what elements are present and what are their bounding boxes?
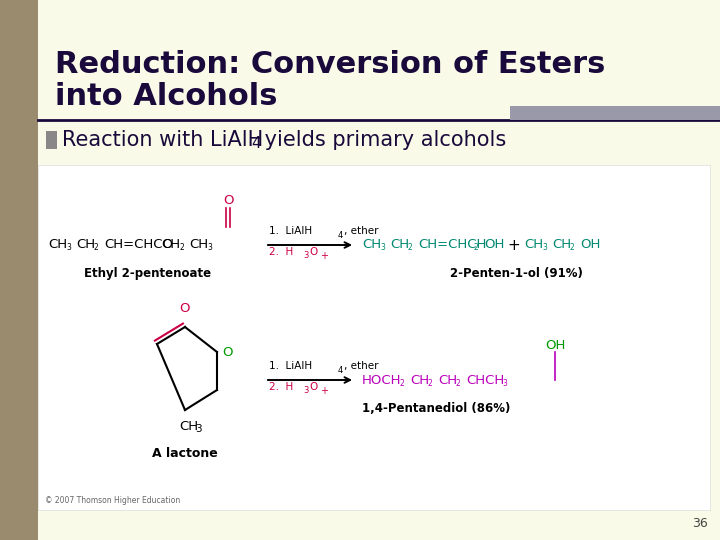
Text: CH: CH	[161, 239, 180, 252]
Text: 4: 4	[338, 366, 343, 375]
Text: O: O	[224, 194, 234, 207]
Text: 3: 3	[542, 244, 547, 253]
Text: 3: 3	[502, 379, 507, 388]
Text: 2: 2	[408, 244, 413, 253]
Text: 3: 3	[195, 424, 202, 434]
Bar	[38, 165, 710, 510]
Text: 2: 2	[400, 379, 405, 388]
Text: 36: 36	[692, 517, 708, 530]
Text: 4: 4	[338, 231, 343, 240]
Text: © 2007 Thomson Higher Education: © 2007 Thomson Higher Education	[45, 496, 180, 505]
Text: +: +	[507, 238, 520, 253]
Text: O: O	[309, 247, 318, 257]
Text: 2: 2	[94, 244, 99, 253]
Text: OH: OH	[545, 339, 565, 352]
Text: 2: 2	[474, 244, 479, 253]
Text: O: O	[222, 346, 233, 359]
Text: 2-Penten-1-ol (91%): 2-Penten-1-ol (91%)	[450, 267, 583, 280]
Text: CH: CH	[179, 420, 198, 433]
Text: 2: 2	[428, 379, 433, 388]
Text: CH: CH	[552, 239, 571, 252]
Text: 4: 4	[251, 137, 261, 152]
Text: into Alcohols: into Alcohols	[55, 82, 277, 111]
Text: 2: 2	[456, 379, 461, 388]
Text: 1.  LiAlH: 1. LiAlH	[269, 361, 312, 371]
Text: 1.  LiAlH: 1. LiAlH	[269, 226, 312, 236]
Text: 2: 2	[570, 244, 575, 253]
Text: A lactone: A lactone	[152, 447, 218, 460]
Text: HOCH: HOCH	[362, 374, 402, 387]
Text: OH: OH	[580, 239, 600, 252]
Text: 1,4-Pentanediol (86%): 1,4-Pentanediol (86%)	[362, 402, 510, 415]
Text: , ether: , ether	[344, 361, 379, 371]
Bar	[510, 106, 720, 120]
Text: CH: CH	[390, 239, 409, 252]
Text: 3: 3	[380, 244, 385, 253]
Text: CH: CH	[189, 239, 208, 252]
Text: CH: CH	[76, 239, 95, 252]
Text: Reduction: Conversion of Esters: Reduction: Conversion of Esters	[55, 50, 606, 79]
Text: OH: OH	[484, 239, 505, 252]
Text: 3: 3	[66, 244, 71, 253]
Text: CHCH: CHCH	[466, 374, 504, 387]
Text: 2: 2	[179, 244, 184, 253]
Text: 2.  H: 2. H	[269, 382, 293, 392]
Text: CH: CH	[524, 239, 543, 252]
Text: +: +	[320, 386, 328, 396]
Text: Reaction with LiAlH: Reaction with LiAlH	[62, 130, 264, 150]
Text: +: +	[320, 251, 328, 261]
Text: CH: CH	[438, 374, 457, 387]
Text: , ether: , ether	[344, 226, 379, 236]
Text: CH: CH	[48, 239, 67, 252]
Text: yields primary alcohols: yields primary alcohols	[258, 130, 506, 150]
Text: CH=CHCH: CH=CHCH	[418, 239, 487, 252]
Text: 3: 3	[303, 386, 308, 395]
Text: 3: 3	[207, 244, 212, 253]
Text: 2.  H: 2. H	[269, 247, 293, 257]
Text: O: O	[309, 382, 318, 392]
Text: O: O	[180, 302, 190, 315]
Text: 3: 3	[303, 251, 308, 260]
Text: CH: CH	[362, 239, 381, 252]
Text: CH=CHCO: CH=CHCO	[104, 239, 173, 252]
Bar	[0, 0, 38, 540]
Text: Ethyl 2-pentenoate: Ethyl 2-pentenoate	[84, 267, 212, 280]
Text: CH: CH	[410, 374, 429, 387]
Bar	[46, 131, 57, 149]
